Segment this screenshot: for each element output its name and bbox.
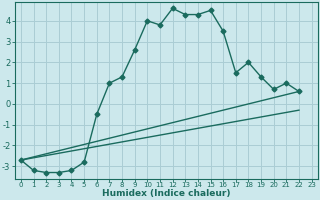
X-axis label: Humidex (Indice chaleur): Humidex (Indice chaleur)	[102, 189, 230, 198]
